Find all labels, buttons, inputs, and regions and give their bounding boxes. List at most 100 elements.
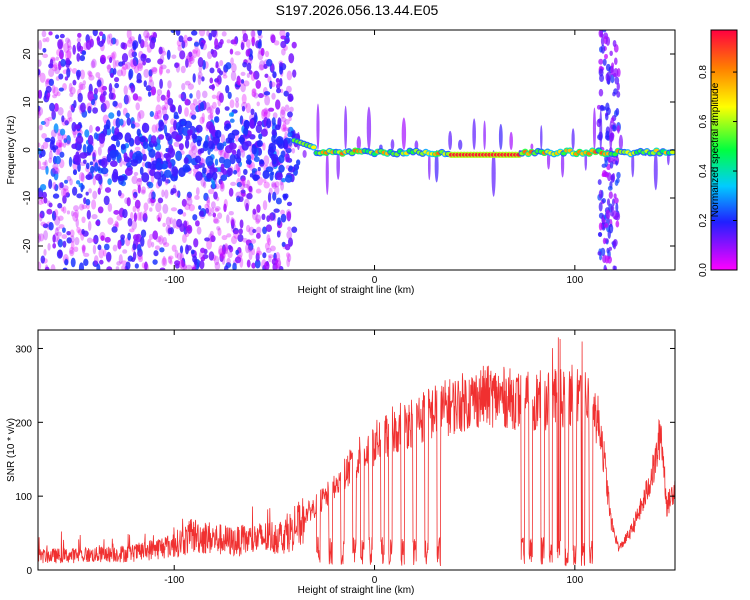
spectrogram-noise-cell [45,36,50,43]
spectrogram-noise-cell [235,249,239,256]
spectrogram-cluster-cell [136,128,141,137]
spectrogram-noise-cell [86,237,93,244]
spectrogram-cluster-cell [207,140,214,149]
spectrogram-noise-cell [214,78,220,83]
spectrogram-noise-cell [108,83,113,93]
spectrogram-noise-cell [229,153,236,165]
spectrogram-noise-cell [288,53,295,64]
snr-frame [37,329,676,571]
spectrogram-noise-cell [250,108,255,116]
spectrogram-noise-cell [238,77,242,87]
spectrogram-noise-cell [208,32,213,41]
spectrogram-noise-cell [62,185,69,191]
spectrogram-noise-cell [246,192,253,200]
spectrogram-cluster-cell [182,163,191,173]
spectrogram-noise-cell [39,149,46,157]
spectrogram-noise-cell [245,39,251,48]
spectrogram-noise-cell [88,71,93,78]
spectrogram-noise-cell [123,94,129,105]
spectrogram-noise-cell [132,93,139,101]
colorbar-tick-label: 0.2 [698,213,709,227]
spectrogram-noise-cell [263,261,270,270]
spectrogram-noise-cell [126,30,132,40]
spectrogram-noise-cell [250,238,257,244]
spectrogram-cluster-cell [195,124,203,133]
spectrogram-noise-cell [239,219,244,229]
spectrogram-noise-cell [219,251,226,259]
spectrogram-noise-cell [153,114,160,120]
spectrogram-spur [599,109,603,150]
spectrogram-noise-cell [76,53,81,62]
spectrogram-cluster-cell [155,162,163,171]
spectrogram-noise-cell [280,40,287,49]
spectrogram-noise-cell [83,252,90,257]
spectrogram-noise-cell [63,138,68,143]
spectrogram-noise-cell [251,262,256,269]
spectrogram-noise-cell [71,121,77,132]
spectrogram-noise-cell [89,161,94,166]
spectrogram-noise-cell [110,37,117,45]
spectrogram-noise-cell [128,48,134,59]
spectrogram-noise-cell [242,61,248,68]
spectrogram-noise-cell [130,59,137,70]
spectrogram-noise-cell [246,62,252,72]
spectrogram-noise-cell [271,92,276,100]
spectrogram-noise-cell [181,257,186,268]
spectrogram-noise-cell [226,39,231,44]
spectrogram-noise-cell [112,59,117,70]
spectrogram-noise-cell [282,120,287,131]
spectrogram-noise-cell [208,188,215,195]
spectrogram-cluster-cell [262,169,270,179]
spectrogram-noise-cell [115,38,119,46]
spectrogram-noise-cell [218,70,224,76]
spectrogram-noise-cell [57,215,64,221]
spectrogram-noise-cell [44,159,48,169]
spectrogram-spur [401,117,407,150]
spectrogram-cluster-cell [209,127,216,134]
spectrogram-noise-cell [47,116,53,122]
spectrogram-noise-cell [84,129,90,138]
spectrogram-line-cell [669,150,675,155]
spectrogram-noise-cell [253,156,260,163]
spectrogram-noise-cell [251,247,256,256]
spectrogram-cluster-cell [135,150,142,156]
spectrogram-cluster-cell [105,119,111,130]
spectrogram-noise-cell [194,195,200,200]
spectrogram-noise-cell [68,156,73,167]
spectrogram-noise-cell [137,243,142,253]
spectrogram-cluster-cell [175,134,183,141]
spectrogram-noise-cell [54,148,61,156]
spectrogram-cluster-cell [285,174,293,183]
spectrogram-noise-cell [235,101,240,108]
spectrogram-band-cell [613,265,617,270]
spectrogram-noise-cell [80,102,86,113]
spectrogram-noise-cell [221,234,228,241]
spectrogram-band-cell [610,205,615,212]
spectrogram-noise-cell [257,41,262,49]
spectrogram-noise-cell [58,224,65,229]
spectrogram-noise-cell [242,33,248,43]
spectrogram-noise-cell [148,75,153,83]
spectrogram-noise-cell [62,240,67,248]
spectrogram-noise-cell [66,118,71,125]
spectrogram-noise-cell [213,218,220,224]
spectrogram-noise-cell [156,88,163,96]
spectrogram-noise-cell [279,78,283,87]
spectrogram-band-cell [610,211,614,217]
spectrogram-noise-cell [125,261,131,270]
spectrogram-noise-cell [78,81,84,91]
spectrogram-noise-cell [206,106,212,114]
spectrogram-noise-cell [65,192,70,198]
spectrogram-cluster-cell [109,149,118,159]
chart-title: S197.2026.056.13.44.E05 [276,2,439,18]
spectrogram-noise-cell [209,105,214,115]
spectrogram-noise-cell [178,259,185,266]
spectrogram-noise-cell [38,89,41,99]
spectrogram-noise-cell [230,219,235,230]
spectrogram-noise-cell [52,181,57,190]
spectrogram-noise-cell [256,232,261,239]
spectrogram-noise-cell [215,76,220,87]
spectrogram-noise-cell [144,35,149,41]
